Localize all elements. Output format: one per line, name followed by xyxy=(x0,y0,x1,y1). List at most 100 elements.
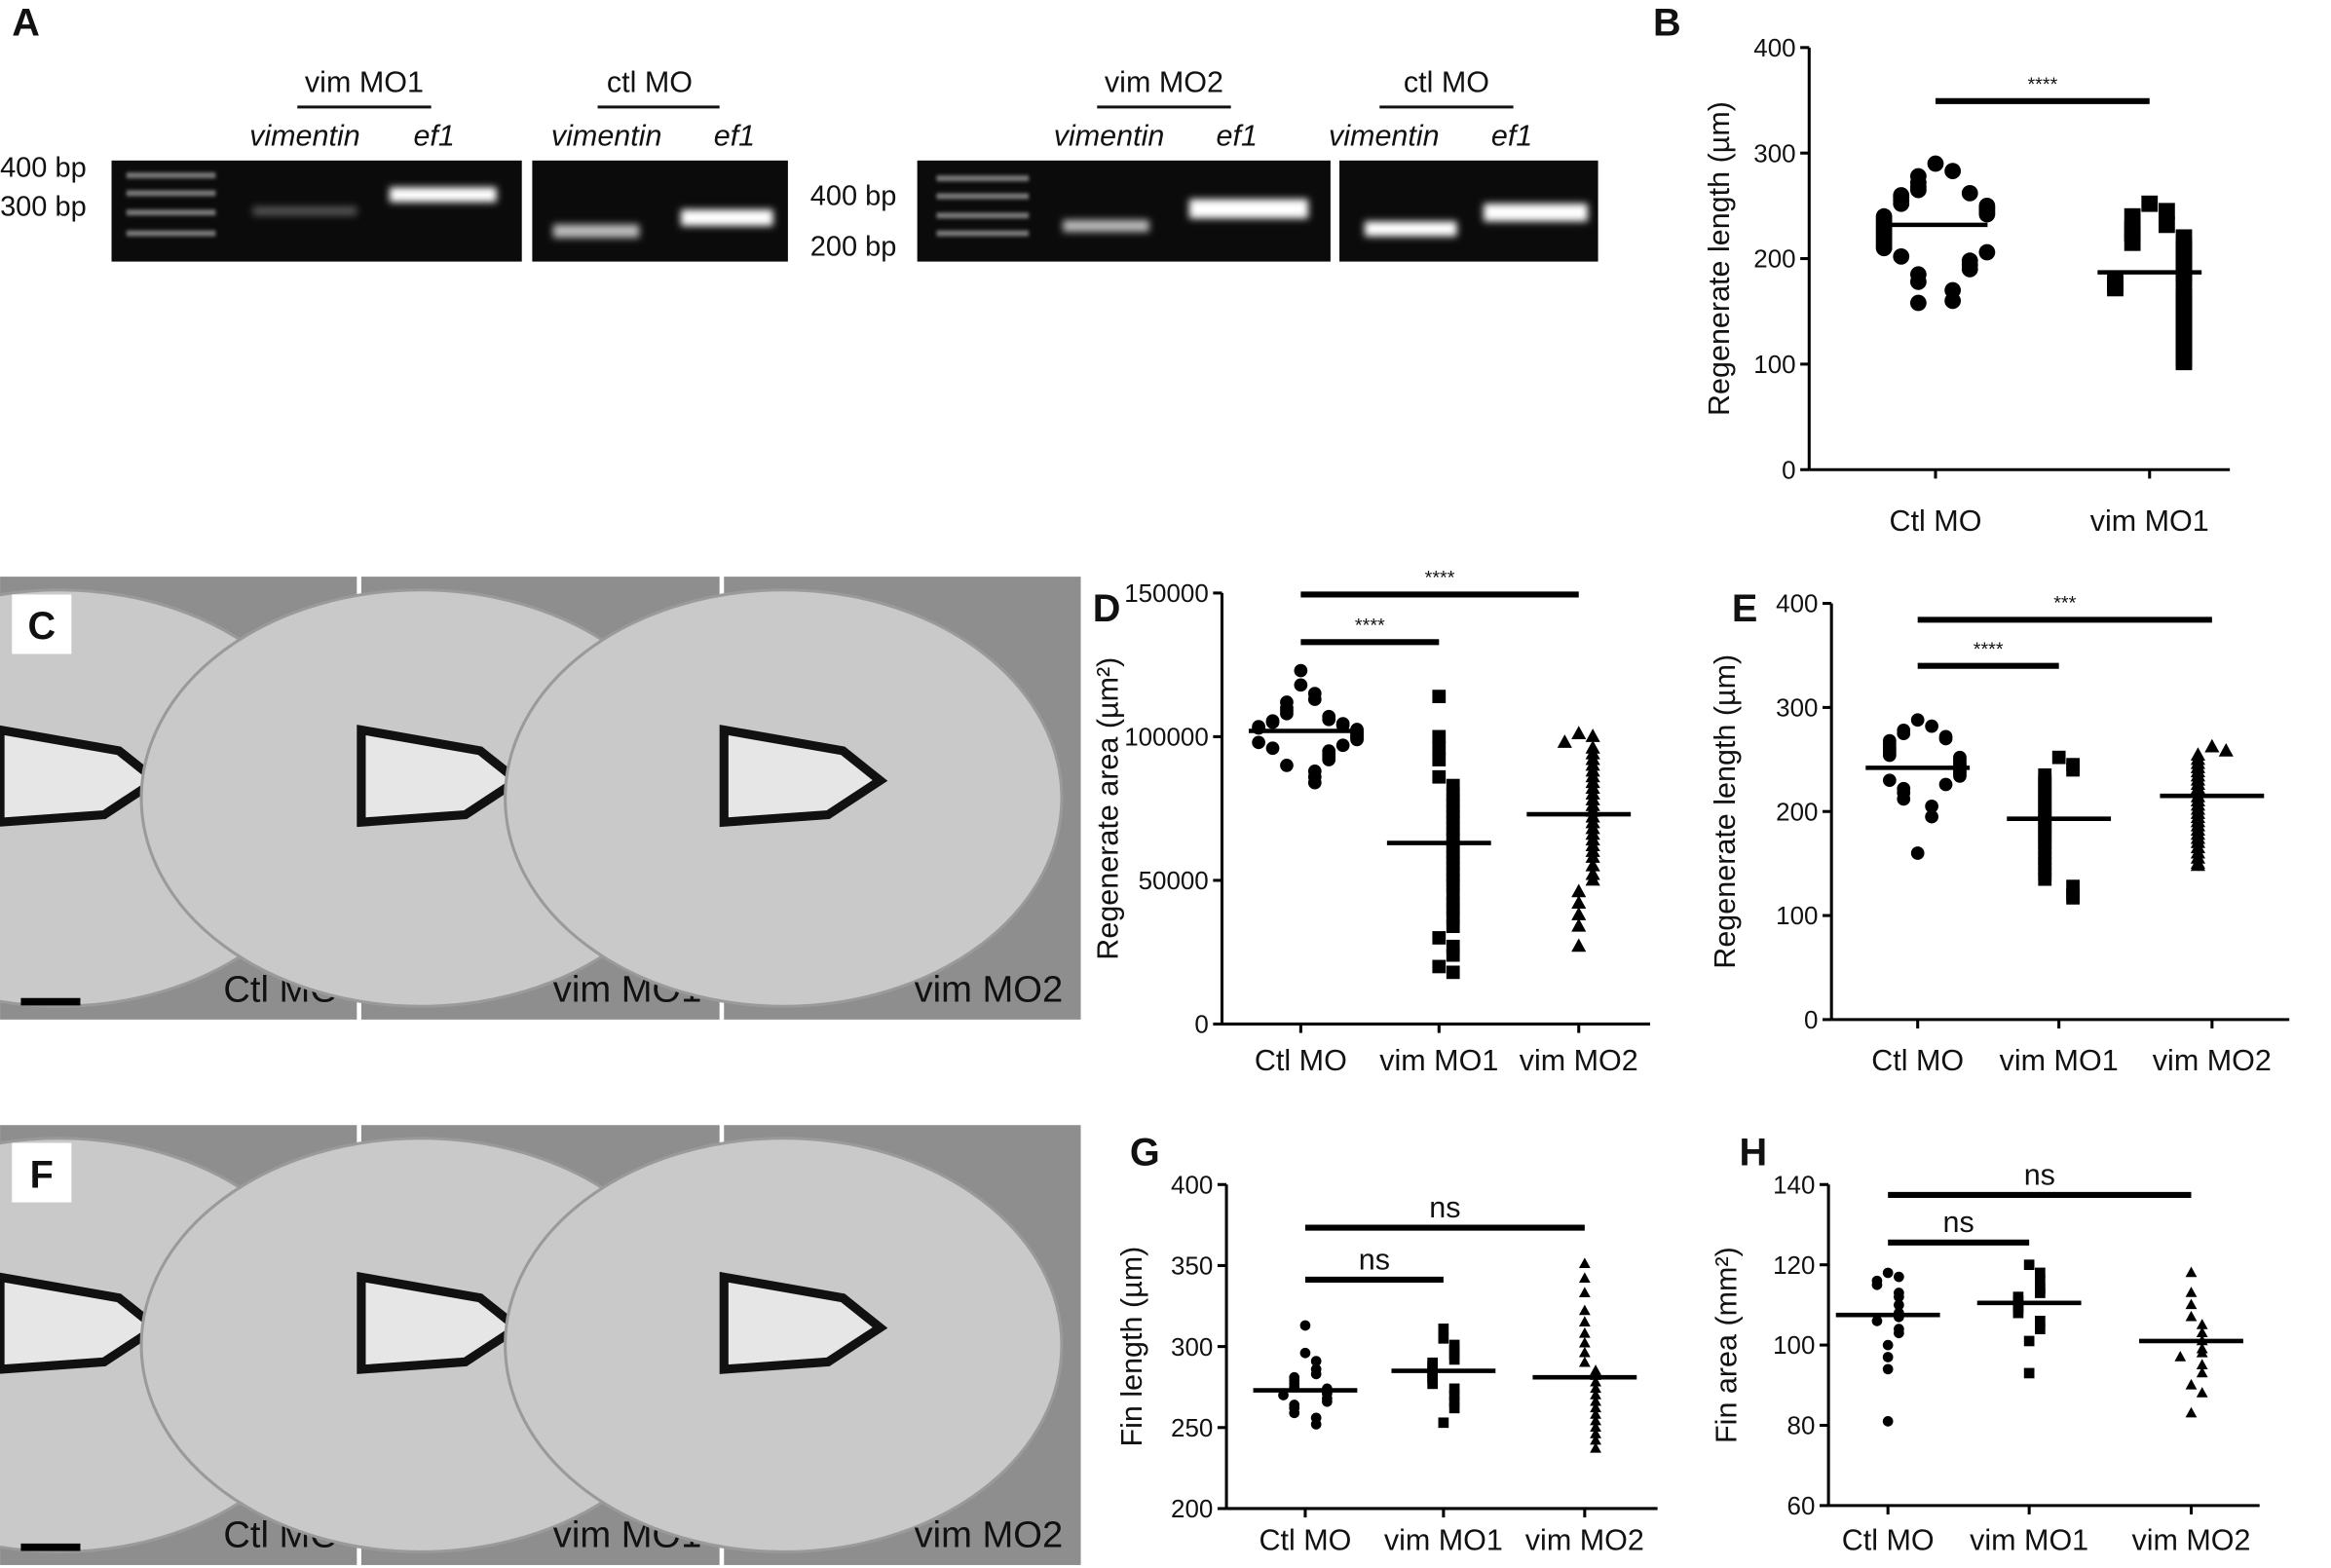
dot xyxy=(1882,773,1897,788)
significance-label: ns xyxy=(2024,1158,2055,1191)
marker-label: 200 bp xyxy=(810,231,897,262)
dot xyxy=(1322,753,1336,766)
dot xyxy=(1557,734,1572,748)
dot xyxy=(2185,1310,2198,1322)
dot xyxy=(1280,759,1294,772)
x-tick-label: Ctl MO xyxy=(1842,1524,1935,1557)
y-tick-label: 300 xyxy=(1776,695,1818,723)
condition-label: vim MO2 xyxy=(915,969,1064,1011)
y-tick-label: 250 xyxy=(1171,1415,1213,1442)
dot xyxy=(1448,1402,1460,1414)
dot xyxy=(2190,857,2205,872)
dot xyxy=(1944,292,1962,310)
y-tick-label: 120 xyxy=(1773,1252,1815,1280)
dot xyxy=(2023,1335,2035,1347)
significance-label: **** xyxy=(1974,639,2004,660)
dot xyxy=(1909,181,1927,199)
dot xyxy=(1299,1347,1311,1359)
dot xyxy=(1578,1326,1591,1338)
dot xyxy=(2023,1367,2035,1379)
dot xyxy=(2185,1406,2198,1418)
y-tick-label: 100 xyxy=(1776,903,1818,930)
x-tick-label: vim MO1 xyxy=(2000,1044,2119,1077)
dot xyxy=(1310,1356,1322,1366)
dot xyxy=(1953,769,1967,783)
y-tick-label: 60 xyxy=(1787,1493,1816,1520)
dot xyxy=(1432,753,1447,766)
dot xyxy=(1590,1401,1601,1413)
significance-label: **** xyxy=(1425,568,1455,589)
dot xyxy=(2175,354,2193,371)
dot xyxy=(1307,775,1322,790)
y-axis-label: Fin area (mm²) xyxy=(1711,1247,1744,1443)
dot xyxy=(1578,1257,1591,1269)
dot xyxy=(1578,1272,1591,1284)
significance-label: ns xyxy=(1943,1206,1974,1239)
dot xyxy=(1571,938,1587,952)
lane-label: vimentin xyxy=(249,120,360,153)
dot xyxy=(1882,1267,1894,1279)
dot xyxy=(1571,726,1587,739)
y-tick-label: 150000 xyxy=(1124,580,1209,608)
dot xyxy=(1322,712,1336,727)
y-tick-label: 300 xyxy=(1753,140,1795,168)
dot xyxy=(2038,872,2052,886)
dot xyxy=(2035,1267,2046,1279)
dot xyxy=(1590,1375,1601,1387)
dot xyxy=(2196,1326,2208,1338)
dot xyxy=(1438,1332,1449,1344)
dot xyxy=(1978,205,1996,223)
dot xyxy=(1909,294,1927,312)
dot xyxy=(1578,1316,1591,1326)
dot xyxy=(1875,240,1893,257)
x-tick-label: vim MO2 xyxy=(2131,1524,2250,1557)
dot xyxy=(1910,713,1925,728)
bone-stump xyxy=(0,1272,165,1374)
dot xyxy=(2175,270,2193,287)
lane-label: ef1 xyxy=(1217,120,1258,153)
dot xyxy=(1350,732,1364,747)
dot xyxy=(1578,1304,1591,1316)
dot xyxy=(2066,763,2080,777)
dot xyxy=(1335,718,1350,732)
dot xyxy=(1446,919,1460,934)
dot xyxy=(2124,207,2141,225)
gel-group-title: vim MO2 xyxy=(1105,66,1223,99)
significance-label: ns xyxy=(1429,1191,1460,1224)
dot xyxy=(1448,1383,1460,1395)
dot xyxy=(1590,1408,1601,1419)
gel-group-title: ctl MO xyxy=(607,66,693,99)
lane-label: ef1 xyxy=(1491,120,1532,153)
dot xyxy=(1571,907,1587,920)
x-tick-label: vim MO1 xyxy=(2090,504,2209,538)
dot xyxy=(1294,663,1308,678)
condition-label: vim MO2 xyxy=(915,1514,1064,1556)
y-tick-label: 0 xyxy=(1804,1007,1818,1034)
dot xyxy=(2185,1298,2198,1310)
x-tick-label: vim MO2 xyxy=(1520,1044,1638,1077)
label-box xyxy=(12,1142,72,1203)
dot xyxy=(1910,846,1925,860)
x-tick-label: vim MO2 xyxy=(2153,1044,2272,1077)
dot xyxy=(1590,1382,1601,1394)
dot xyxy=(1961,260,1978,278)
ladder xyxy=(126,172,1030,237)
gel-panel: 400 bp 300 bp 400 bp 200 bp vim MO1 vime… xyxy=(0,66,1598,262)
dot xyxy=(2107,280,2124,297)
y-tick-label: 400 xyxy=(1171,1172,1213,1199)
y-tick-label: 140 xyxy=(1773,1172,1815,1199)
dot xyxy=(2066,891,2080,905)
dot xyxy=(2158,203,2175,220)
dot xyxy=(1590,1442,1601,1453)
dot xyxy=(1448,1354,1460,1365)
dot xyxy=(2158,216,2175,234)
dot xyxy=(2012,1307,2024,1319)
lane-label: ef1 xyxy=(714,120,755,153)
dot xyxy=(1432,741,1447,756)
dot xyxy=(1590,1428,1601,1438)
dot xyxy=(1432,690,1447,703)
dot xyxy=(1585,728,1600,742)
lane-label: vimentin xyxy=(551,120,662,153)
dot xyxy=(1432,729,1447,744)
